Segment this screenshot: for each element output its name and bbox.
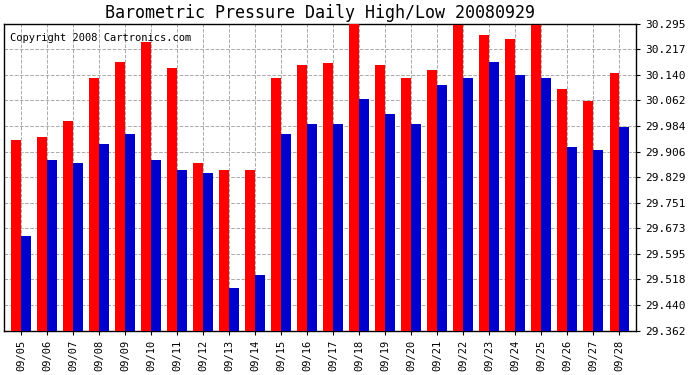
Bar [167, 68, 177, 330]
Bar [219, 170, 229, 330]
Bar [402, 78, 411, 330]
Bar [385, 114, 395, 330]
Bar [480, 35, 489, 330]
Bar [515, 75, 525, 330]
Bar [427, 70, 437, 330]
Bar [203, 173, 213, 330]
Bar [558, 90, 567, 330]
Bar [375, 65, 385, 330]
Bar [307, 124, 317, 330]
Bar [567, 147, 578, 330]
Bar [47, 160, 57, 330]
Bar [229, 288, 239, 330]
Bar [99, 144, 109, 330]
Bar [63, 121, 73, 330]
Bar [151, 160, 161, 330]
Bar [271, 78, 282, 330]
Bar [411, 124, 421, 330]
Bar [141, 42, 151, 330]
Bar [125, 134, 135, 330]
Bar [193, 164, 203, 330]
Bar [609, 73, 620, 330]
Bar [177, 170, 187, 330]
Bar [453, 26, 463, 330]
Bar [489, 62, 499, 330]
Bar [324, 63, 333, 330]
Bar [463, 78, 473, 330]
Bar [531, 26, 542, 330]
Bar [282, 134, 291, 330]
Bar [437, 85, 447, 330]
Bar [21, 236, 31, 330]
Bar [297, 65, 307, 330]
Bar [115, 62, 125, 330]
Bar [620, 128, 629, 330]
Title: Barometric Pressure Daily High/Low 20080929: Barometric Pressure Daily High/Low 20080… [106, 4, 535, 22]
Bar [89, 78, 99, 330]
Bar [593, 150, 603, 330]
Bar [349, 19, 359, 330]
Bar [73, 164, 83, 330]
Text: Copyright 2008 Cartronics.com: Copyright 2008 Cartronics.com [10, 33, 192, 43]
Bar [542, 78, 551, 330]
Bar [37, 137, 47, 330]
Bar [506, 39, 515, 330]
Bar [584, 101, 593, 330]
Bar [246, 170, 255, 330]
Bar [333, 124, 343, 330]
Bar [11, 141, 21, 330]
Bar [359, 99, 369, 330]
Bar [255, 275, 265, 330]
